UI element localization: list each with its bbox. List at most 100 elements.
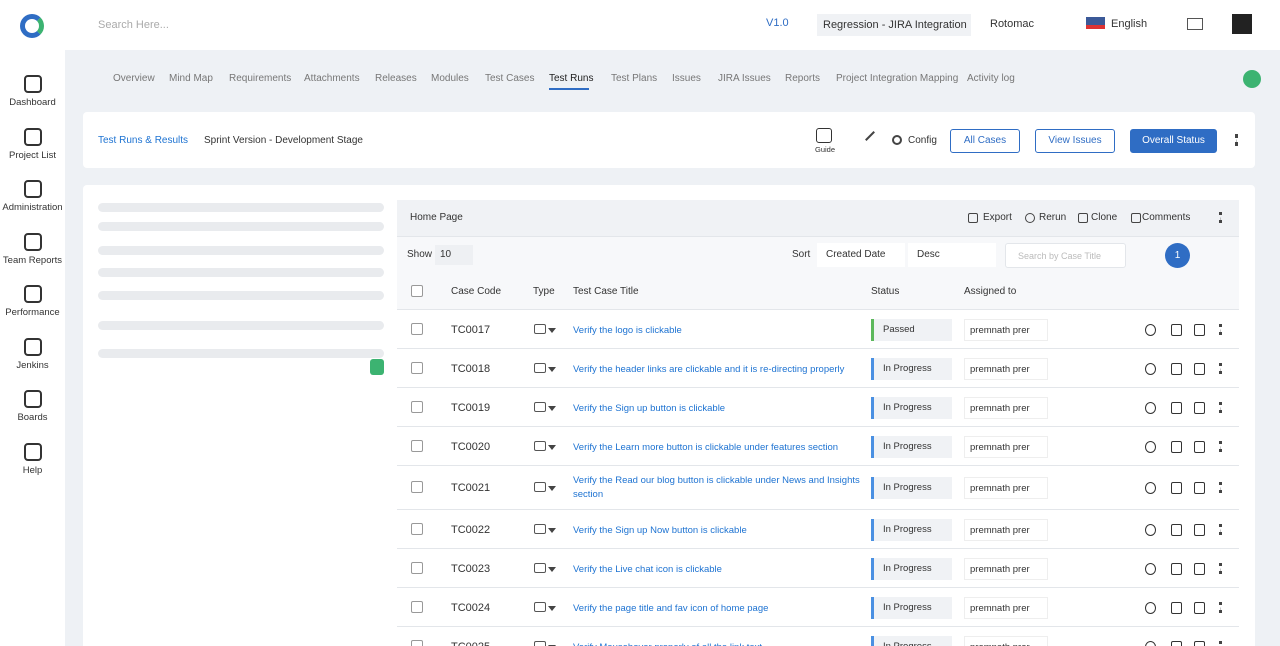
row-checkbox[interactable]: [411, 561, 423, 574]
row-action[interactable]: [1171, 440, 1182, 453]
table-row[interactable]: [397, 510, 1239, 549]
row-action[interactable]: [1171, 362, 1182, 375]
tab[interactable]: Modules: [431, 73, 469, 84]
type-caret[interactable]: [548, 566, 556, 572]
tab[interactable]: JIRA Issues: [718, 73, 771, 84]
language-select[interactable]: English: [1111, 18, 1148, 30]
action-icon[interactable]: [1025, 213, 1035, 223]
header-checkbox[interactable]: [411, 285, 423, 297]
tab[interactable]: Mind Map: [169, 73, 213, 84]
row-action[interactable]: [1194, 601, 1205, 614]
case-code[interactable]: TC0018: [451, 362, 491, 375]
guide-label[interactable]: Guide: [815, 145, 836, 154]
sidebar-icon[interactable]: [24, 75, 42, 93]
row-action[interactable]: [1171, 562, 1182, 575]
table-row[interactable]: [397, 310, 1239, 349]
assignee-select[interactable]: premnath prer: [964, 435, 1048, 458]
case-code[interactable]: TC0020: [451, 440, 491, 453]
sidebar-label[interactable]: Team Reports: [2, 254, 63, 266]
user-name[interactable]: Rotomac: [990, 18, 1035, 30]
case-title[interactable]: Verify the page title and fav icon of ho…: [573, 602, 769, 614]
row-menu[interactable]: [1219, 562, 1222, 574]
page-number[interactable]: 1: [1174, 250, 1181, 261]
project-select[interactable]: Regression - JIRA Integration: [817, 14, 971, 36]
table-row[interactable]: [397, 466, 1239, 510]
tab[interactable]: Activity log: [967, 73, 1015, 84]
type-caret[interactable]: [548, 366, 556, 372]
case-code[interactable]: TC0017: [451, 323, 491, 336]
config-label[interactable]: Config: [908, 135, 937, 146]
type-icon[interactable]: [534, 601, 546, 612]
logo[interactable]: [20, 14, 44, 38]
row-action[interactable]: [1194, 640, 1205, 646]
panel-menu[interactable]: [1219, 212, 1222, 223]
row-action[interactable]: [1145, 482, 1156, 494]
type-icon[interactable]: [534, 640, 546, 646]
table-row[interactable]: [397, 388, 1239, 427]
sidebar-icon[interactable]: [24, 232, 42, 251]
case-title[interactable]: Verify the Learn more button is clickabl…: [573, 441, 839, 453]
action-label[interactable]: Clone: [1091, 212, 1118, 223]
type-icon[interactable]: [534, 523, 546, 534]
row-action[interactable]: [1171, 640, 1182, 646]
guide-icon[interactable]: [816, 128, 832, 143]
case-code[interactable]: TC0021: [451, 482, 491, 494]
row-action[interactable]: [1145, 362, 1156, 375]
row-action[interactable]: [1145, 440, 1156, 453]
type-caret[interactable]: [548, 486, 556, 491]
row-action[interactable]: [1145, 523, 1156, 536]
tab[interactable]: Requirements: [229, 73, 292, 84]
type-icon[interactable]: [534, 323, 546, 334]
type-icon[interactable]: [534, 362, 546, 373]
next-tab-button[interactable]: [1243, 70, 1261, 88]
type-icon[interactable]: [534, 401, 546, 412]
toolbar-button[interactable]: Overall Status: [1130, 129, 1217, 153]
toolbar-button[interactable]: View Issues: [1035, 129, 1115, 153]
tab[interactable]: Issues: [672, 73, 701, 84]
type-caret[interactable]: [548, 644, 556, 646]
row-checkbox[interactable]: [411, 481, 423, 493]
tab[interactable]: Releases: [375, 73, 417, 84]
type-caret[interactable]: [548, 444, 556, 450]
row-checkbox[interactable]: [411, 439, 423, 452]
action-label[interactable]: Comments: [1142, 212, 1191, 223]
tab[interactable]: Attachments: [304, 73, 360, 84]
row-action[interactable]: [1194, 401, 1205, 414]
table-row[interactable]: [397, 349, 1239, 388]
search-input[interactable]: Search Here...: [98, 19, 169, 31]
sidebar-icon[interactable]: [24, 285, 42, 303]
case-title[interactable]: Verify the Read our blog button is click…: [573, 475, 860, 500]
case-title[interactable]: Verify the header links are clickable an…: [573, 363, 845, 375]
type-caret[interactable]: [548, 527, 556, 533]
table-row[interactable]: [397, 588, 1239, 627]
sidebar-label[interactable]: Performance: [5, 307, 60, 318]
mail-icon[interactable]: [1187, 18, 1203, 30]
row-action[interactable]: [1145, 401, 1156, 414]
config-icon[interactable]: [892, 135, 902, 145]
assignee-select[interactable]: premnath prer: [964, 318, 1048, 341]
show-select[interactable]: 10: [435, 245, 473, 265]
row-checkbox[interactable]: [411, 361, 423, 374]
assignee-select[interactable]: premnath prer: [964, 477, 1048, 499]
row-checkbox[interactable]: [411, 400, 423, 413]
search-case[interactable]: Search by Case Title: [1005, 243, 1126, 268]
row-action[interactable]: [1171, 601, 1182, 614]
action-icon[interactable]: [1131, 213, 1141, 223]
row-menu[interactable]: [1219, 601, 1222, 613]
sidebar-label[interactable]: Help: [22, 464, 43, 476]
sidebar-icon[interactable]: [24, 442, 42, 461]
row-action[interactable]: [1145, 601, 1156, 614]
row-checkbox[interactable]: [411, 600, 423, 613]
assignee-select[interactable]: premnath prer: [964, 635, 1048, 646]
action-label[interactable]: Export: [983, 212, 1012, 223]
case-title[interactable]: Verify the Live chat icon is clickable: [573, 563, 722, 575]
case-code[interactable]: TC0019: [451, 401, 491, 414]
table-row[interactable]: [397, 549, 1239, 588]
type-icon[interactable]: [534, 562, 546, 573]
row-action[interactable]: [1171, 401, 1182, 414]
sidebar-label[interactable]: Jenkins: [16, 359, 49, 371]
row-action[interactable]: [1145, 562, 1156, 575]
more-menu[interactable]: [1235, 134, 1238, 146]
tab[interactable]: Overview: [113, 73, 155, 84]
tab[interactable]: Test Plans: [611, 73, 658, 84]
